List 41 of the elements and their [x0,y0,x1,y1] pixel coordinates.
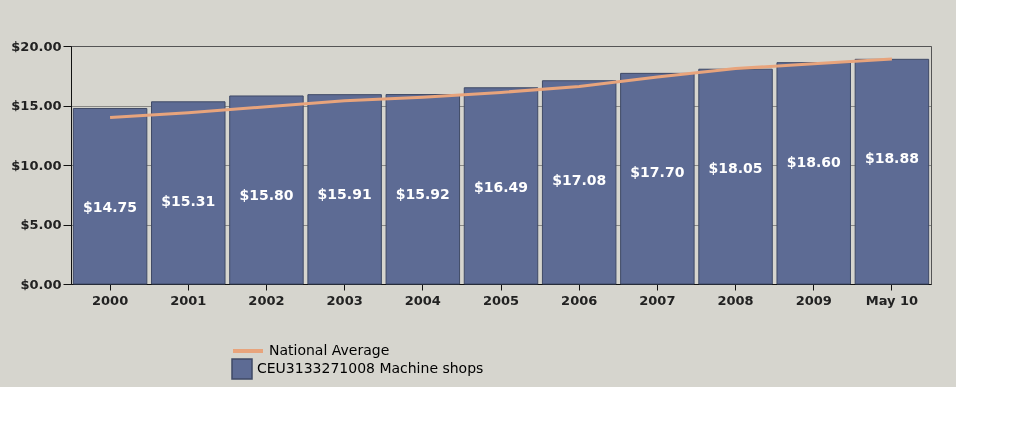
data-label: $15.80 [239,186,294,203]
bar [72,107,148,285]
x-tick-label: 2008 [717,292,754,308]
y-tick-label: $15.00 [11,98,62,113]
bar [854,58,930,285]
data-label: $18.88 [864,150,919,167]
bar [463,87,539,285]
bar [698,68,773,285]
data-label: $15.91 [317,185,372,202]
x-tick-label: 2000 [92,292,129,308]
y-tick-label: $10.00 [11,157,62,173]
data-label: $17.70 [630,164,685,181]
line-series [108,57,894,119]
x-tick-label: 2002 [248,292,285,308]
data-label: $16.49 [473,178,529,195]
bar [620,72,695,285]
data-label: $17.08 [552,171,607,188]
x-tick-label: 2006 [561,292,598,308]
y-tick-label: $0.00 [20,276,62,292]
data-label: $18.60 [786,153,841,170]
bar [776,62,851,285]
legend-label: National Average [269,342,390,358]
x-tick-label: 2003 [326,292,363,308]
bar [229,95,304,285]
y-tick-label: $5.00 [20,217,62,232]
x-tick-label: 2004 [404,292,441,308]
data-label: $18.05 [708,160,763,177]
x-tick-label: May 10 [865,292,919,308]
bar [541,80,617,285]
data-label: $14.75 [83,199,138,216]
bar [151,101,226,285]
legend-label: CEU3133271008 Machine shops [257,360,484,376]
bar [385,94,461,285]
x-tick-label: 2009 [795,292,832,308]
x-tick-label: 2007 [639,292,676,308]
data-label: $15.31 [161,192,216,209]
bar [307,94,382,285]
x-tick-label: 2001 [170,292,207,308]
x-tick-label: 2005 [482,292,520,308]
data-label: $15.92 [395,185,450,202]
y-tick-label: $20.00 [11,38,62,54]
